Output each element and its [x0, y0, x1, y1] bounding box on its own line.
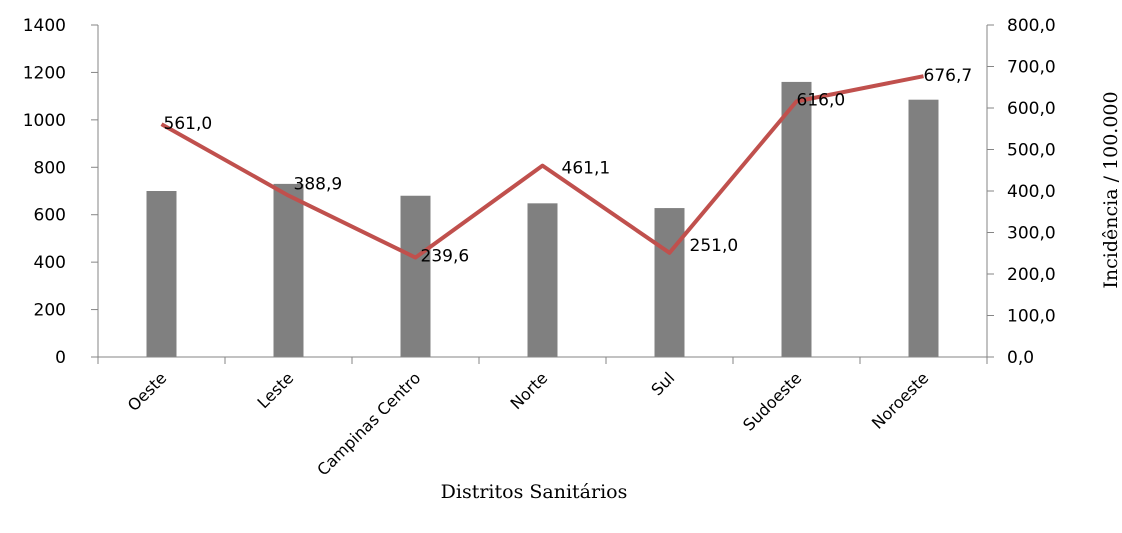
- y-right-tick-label: 0,0: [1007, 348, 1034, 368]
- series-line: [160, 74, 924, 260]
- y-left-tick-label: 1000: [23, 111, 66, 131]
- bar-series: [146, 81, 939, 358]
- bar: [400, 195, 431, 357]
- left-axis: 0 200 400 600 800 1000 1200 1400: [23, 16, 99, 368]
- x-tick-label: Norte: [506, 368, 551, 413]
- y-left-tick-label: 400: [34, 253, 66, 273]
- y-right-tick-label: 400,0: [1007, 182, 1056, 202]
- line-data-labels: 561,0 388,9 239,6 461,1 251,0 616,0 676,7: [164, 66, 973, 266]
- line-data-label: 616,0: [797, 90, 846, 110]
- bar: [654, 208, 685, 357]
- y-left-tick-label: 200: [34, 301, 66, 321]
- y-left-tick-label: 1400: [23, 16, 66, 36]
- line-data-label: 239,6: [421, 247, 470, 267]
- x-tick-label: Campinas Centro: [313, 368, 424, 479]
- x-axis-title: Distritos Sanitários: [441, 481, 628, 503]
- line-series: [160, 74, 924, 260]
- category-axis: Oeste Leste Campinas Centro Norte Sul Sudoest…: [97, 356, 988, 479]
- x-tick-label: Noroeste: [868, 368, 932, 432]
- x-tick-label: Leste: [254, 368, 298, 412]
- y-left-tick-label: 800: [34, 158, 66, 178]
- y-axis-right-title: Incidência / 100.000: [1100, 91, 1122, 288]
- y-left-tick-label: 600: [34, 206, 66, 226]
- line-data-label: 251,0: [690, 236, 739, 256]
- line-data-label: 561,0: [164, 114, 213, 134]
- x-tick-label: Sudoeste: [739, 368, 805, 434]
- y-left-tick-label: 1200: [23, 63, 66, 83]
- bar: [781, 81, 812, 358]
- y-right-tick-label: 500,0: [1007, 141, 1056, 161]
- bar: [273, 183, 304, 357]
- bar: [146, 191, 177, 357]
- bar: [527, 203, 558, 357]
- x-tick-label: Oeste: [124, 368, 171, 415]
- line-data-label: 388,9: [294, 175, 343, 195]
- y-right-tick-label: 700,0: [1007, 58, 1056, 78]
- line-data-label: 461,1: [562, 159, 611, 179]
- y-right-tick-label: 300,0: [1007, 224, 1056, 244]
- y-right-tick-label: 600,0: [1007, 99, 1056, 119]
- x-tick-label: Sul: [647, 368, 678, 399]
- y-right-tick-label: 200,0: [1007, 265, 1056, 285]
- y-left-tick-label: 0: [55, 348, 66, 368]
- y-right-tick-label: 100,0: [1007, 307, 1056, 327]
- right-axis: 0,0 100,0 200,0 300,0 400,0 500,0 600,0 700,0 80…: [986, 16, 1056, 368]
- line-data-label: 676,7: [924, 66, 973, 86]
- y-right-tick-label: 800,0: [1007, 16, 1056, 36]
- bar: [908, 99, 939, 357]
